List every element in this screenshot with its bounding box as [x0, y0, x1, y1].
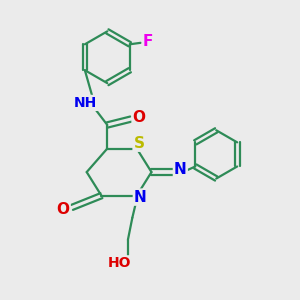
- Text: HO: HO: [107, 256, 131, 270]
- Text: O: O: [133, 110, 146, 125]
- Text: F: F: [143, 34, 153, 50]
- Text: N: N: [174, 162, 187, 177]
- Text: O: O: [57, 202, 70, 217]
- Text: S: S: [134, 136, 145, 151]
- Text: N: N: [134, 190, 147, 205]
- Text: NH: NH: [74, 96, 98, 110]
